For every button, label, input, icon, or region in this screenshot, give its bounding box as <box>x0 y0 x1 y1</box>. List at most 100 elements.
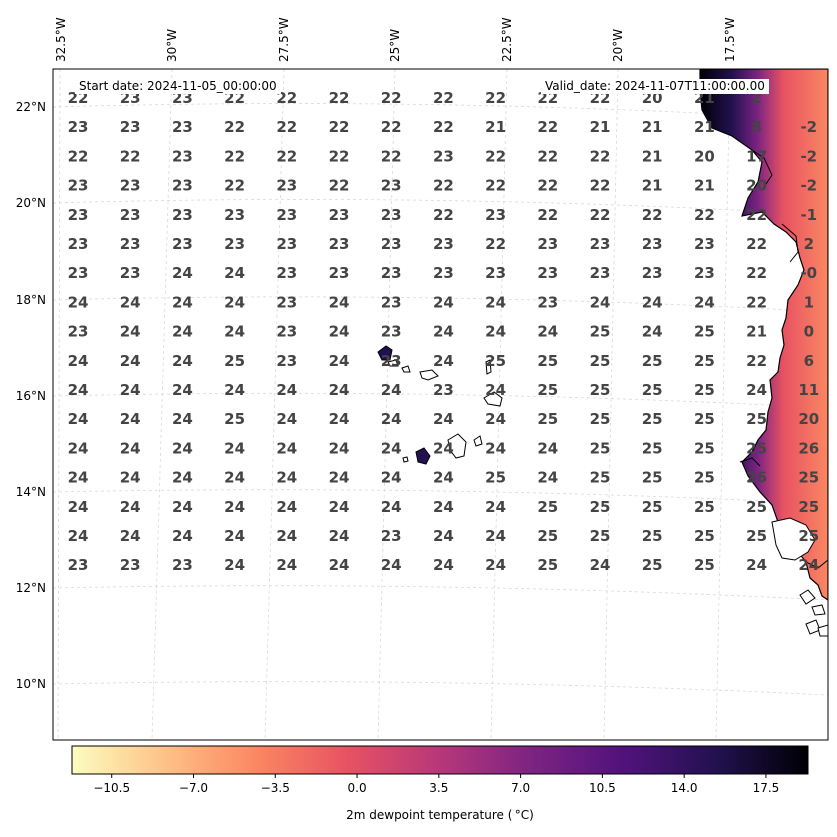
grid-value: 26 <box>798 439 819 457</box>
grid-value: 25 <box>694 381 715 399</box>
grid-value: 24 <box>485 527 506 545</box>
grid-value: 22 <box>746 264 767 282</box>
grid-value: 23 <box>276 352 297 370</box>
parallel-line <box>53 392 828 409</box>
contour-lines <box>739 149 828 569</box>
grid-value: 26 <box>746 469 767 487</box>
grid-value: 25 <box>694 469 715 487</box>
santa-luzia-island <box>401 365 411 373</box>
grid-value: 23 <box>68 323 89 341</box>
grid-value: 24 <box>172 381 193 399</box>
grid-value: 21 <box>642 177 663 195</box>
grid-value: 25 <box>694 439 715 457</box>
santiago-island <box>447 433 467 459</box>
grid-value: 24 <box>433 498 454 516</box>
grid-value: 22 <box>224 147 245 165</box>
grid-value: 23 <box>537 264 558 282</box>
grid-value: 23 <box>224 206 245 224</box>
grid-value: 23 <box>381 527 402 545</box>
grid-value: 25 <box>537 410 558 428</box>
cape-verde-islands <box>377 345 503 465</box>
parallel-line <box>53 681 828 696</box>
grid-value: 23 <box>120 177 141 195</box>
grid-value: 24 <box>485 498 506 516</box>
grid-value: 24 <box>120 410 141 428</box>
grid-value: 25 <box>694 527 715 545</box>
colorbar-tick-label: 14.0 <box>671 781 698 795</box>
gambia-region <box>771 517 816 561</box>
grid-value: 24 <box>68 410 89 428</box>
grid-value: 25 <box>746 439 767 457</box>
lat-label: 12°N <box>16 581 46 595</box>
colorbar-gradient <box>71 745 809 775</box>
meridian-line <box>490 69 508 740</box>
grid-value: 22 <box>329 177 350 195</box>
grid-value: 24 <box>381 498 402 516</box>
grid-value: 21 <box>485 118 506 136</box>
grid-value: 24 <box>381 469 402 487</box>
grid-value: 23 <box>433 147 454 165</box>
grid-value: 24 <box>276 556 297 574</box>
grid-value: 22 <box>276 89 297 107</box>
graticule <box>53 69 828 740</box>
bijagos-islands <box>799 589 828 637</box>
grid-value: 23 <box>329 206 350 224</box>
grid-value: 23 <box>172 147 193 165</box>
grid-value: 24 <box>590 293 611 311</box>
grid-value: 24 <box>68 498 89 516</box>
grid-value: 22 <box>224 177 245 195</box>
grid-value: 24 <box>120 352 141 370</box>
grid-value: 22 <box>485 177 506 195</box>
grid-value: 24 <box>68 293 89 311</box>
parallel-line <box>53 585 828 601</box>
grid-value: 24 <box>642 323 663 341</box>
lon-label: 17.5°W <box>723 17 737 62</box>
value-grid: 22 23 23 22 22 22 22 22 22 22 22 20 21 223 23 23 22 22 22 2… <box>68 89 820 574</box>
grid-value: -2 <box>800 118 817 136</box>
meridian-line <box>57 69 61 740</box>
grid-value: 22 <box>485 147 506 165</box>
lat-label: 16°N <box>16 389 46 403</box>
grid-value: 24 <box>433 293 454 311</box>
meridian-line <box>264 69 285 740</box>
grid-value: 25 <box>642 498 663 516</box>
grid-value: 24 <box>329 439 350 457</box>
grid-value: 24 <box>746 556 767 574</box>
grid-value: 22 <box>746 235 767 253</box>
grid-value: 22 <box>329 147 350 165</box>
grid-value: 24 <box>224 439 245 457</box>
colorbar-tick-label: −10.5 <box>93 781 130 795</box>
grid-value: 22 <box>329 89 350 107</box>
colorbar-tick-label: 10.5 <box>589 781 616 795</box>
grid-value: 24 <box>329 498 350 516</box>
grid-value: 25 <box>642 527 663 545</box>
grid-value: 25 <box>798 527 819 545</box>
grid-value: 22 <box>746 206 767 224</box>
grid-value: 25 <box>590 323 611 341</box>
maio-island <box>473 435 483 447</box>
grid-value: 23 <box>276 264 297 282</box>
grid-value: 24 <box>172 527 193 545</box>
grid-value: 23 <box>120 264 141 282</box>
grid-value: 25 <box>590 410 611 428</box>
grid-value: 23 <box>68 235 89 253</box>
grid-value: 11 <box>798 381 819 399</box>
grid-value: 23 <box>276 293 297 311</box>
grid-value: 22 <box>381 89 402 107</box>
grid-value: 23 <box>276 323 297 341</box>
brava-island <box>402 456 409 463</box>
grid-value: 25 <box>485 469 506 487</box>
grid-value: 25 <box>694 410 715 428</box>
grid-value: 25 <box>642 556 663 574</box>
grid-value: 24 <box>485 439 506 457</box>
lon-label: 27.5°W <box>277 17 291 62</box>
grid-value: 24 <box>68 352 89 370</box>
grid-value: 23 <box>537 235 558 253</box>
grid-value: 24 <box>433 352 454 370</box>
lat-label: 22°N <box>16 100 46 114</box>
lon-label: 22.5°W <box>500 17 514 62</box>
grid-value: 24 <box>120 469 141 487</box>
grid-value: 23 <box>381 235 402 253</box>
boa-vista-island <box>483 391 503 407</box>
grid-value: 24 <box>224 323 245 341</box>
